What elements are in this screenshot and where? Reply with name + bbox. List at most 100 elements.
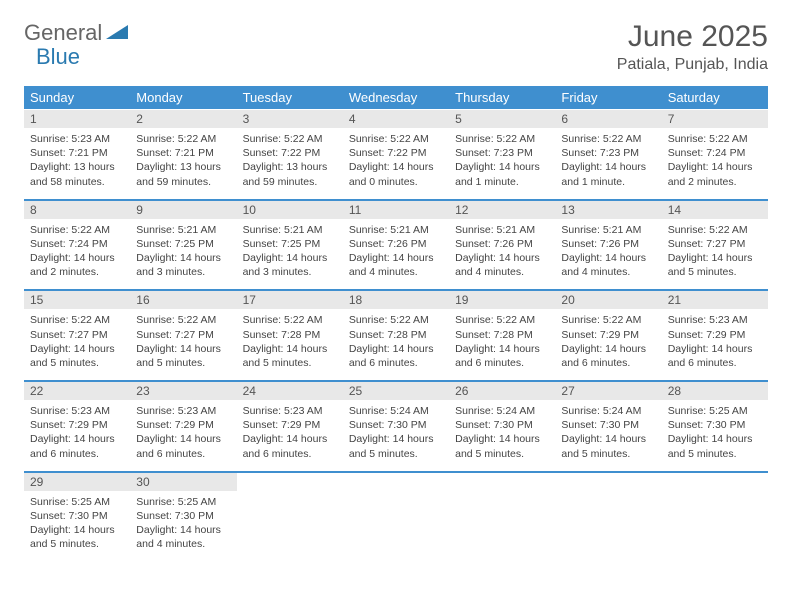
day-number: 5: [449, 110, 555, 129]
sunrise-text: Sunrise: 5:22 AM: [455, 313, 549, 327]
sunset-text: Sunset: 7:26 PM: [561, 237, 655, 251]
content-row: Sunrise: 5:22 AMSunset: 7:27 PMDaylight:…: [24, 309, 768, 380]
sunrise-text: Sunrise: 5:22 AM: [668, 223, 762, 237]
daylight-text: Daylight: 14 hours and 4 minutes.: [136, 523, 230, 551]
day-number: 28: [662, 381, 768, 400]
day-cell: Sunrise: 5:22 AMSunset: 7:24 PMDaylight:…: [24, 219, 130, 290]
logo-text-2: Blue: [36, 44, 80, 69]
day-number: 7: [662, 110, 768, 129]
day-cell: Sunrise: 5:24 AMSunset: 7:30 PMDaylight:…: [555, 400, 661, 471]
sunset-text: Sunset: 7:29 PM: [668, 328, 762, 342]
daynum-row: 1234567: [24, 110, 768, 129]
day-number: 20: [555, 290, 661, 309]
day-number: 17: [237, 290, 343, 309]
sunset-text: Sunset: 7:21 PM: [136, 146, 230, 160]
daylight-text: Daylight: 14 hours and 6 minutes.: [30, 432, 124, 460]
sunset-text: Sunset: 7:22 PM: [349, 146, 443, 160]
day-cell: Sunrise: 5:21 AMSunset: 7:26 PMDaylight:…: [343, 219, 449, 290]
day-number: 8: [24, 200, 130, 219]
day-number: 9: [130, 200, 236, 219]
day-cell: [662, 491, 768, 562]
content-row: Sunrise: 5:23 AMSunset: 7:21 PMDaylight:…: [24, 128, 768, 199]
daylight-text: Daylight: 14 hours and 1 minute.: [455, 160, 549, 188]
day-number: 27: [555, 381, 661, 400]
sunset-text: Sunset: 7:24 PM: [30, 237, 124, 251]
day-number: 18: [343, 290, 449, 309]
day-cell: Sunrise: 5:22 AMSunset: 7:27 PMDaylight:…: [130, 309, 236, 380]
day-number: 25: [343, 381, 449, 400]
daylight-text: Daylight: 14 hours and 4 minutes.: [455, 251, 549, 279]
day-cell: Sunrise: 5:23 AMSunset: 7:21 PMDaylight:…: [24, 128, 130, 199]
sunset-text: Sunset: 7:30 PM: [561, 418, 655, 432]
day-number: 29: [24, 472, 130, 491]
day-number: [555, 472, 661, 491]
sunset-text: Sunset: 7:29 PM: [561, 328, 655, 342]
day-cell: Sunrise: 5:22 AMSunset: 7:21 PMDaylight:…: [130, 128, 236, 199]
day-cell: Sunrise: 5:25 AMSunset: 7:30 PMDaylight:…: [24, 491, 130, 562]
sunset-text: Sunset: 7:23 PM: [561, 146, 655, 160]
sunrise-text: Sunrise: 5:23 AM: [30, 404, 124, 418]
day-number: 2: [130, 110, 236, 129]
day-number: [237, 472, 343, 491]
day-cell: Sunrise: 5:22 AMSunset: 7:28 PMDaylight:…: [237, 309, 343, 380]
daylight-text: Daylight: 14 hours and 5 minutes.: [561, 432, 655, 460]
sunrise-text: Sunrise: 5:25 AM: [668, 404, 762, 418]
day-cell: Sunrise: 5:21 AMSunset: 7:25 PMDaylight:…: [130, 219, 236, 290]
dayhead-thu: Thursday: [449, 86, 555, 110]
daylight-text: Daylight: 14 hours and 5 minutes.: [455, 432, 549, 460]
sunset-text: Sunset: 7:21 PM: [30, 146, 124, 160]
daylight-text: Daylight: 13 hours and 59 minutes.: [243, 160, 337, 188]
sunrise-text: Sunrise: 5:23 AM: [136, 404, 230, 418]
daylight-text: Daylight: 14 hours and 2 minutes.: [30, 251, 124, 279]
day-number: 12: [449, 200, 555, 219]
day-cell: [343, 491, 449, 562]
daylight-text: Daylight: 14 hours and 2 minutes.: [668, 160, 762, 188]
sunset-text: Sunset: 7:28 PM: [243, 328, 337, 342]
sunset-text: Sunset: 7:29 PM: [30, 418, 124, 432]
sunset-text: Sunset: 7:27 PM: [668, 237, 762, 251]
day-cell: Sunrise: 5:21 AMSunset: 7:26 PMDaylight:…: [555, 219, 661, 290]
day-cell: Sunrise: 5:24 AMSunset: 7:30 PMDaylight:…: [449, 400, 555, 471]
day-number: 6: [555, 110, 661, 129]
day-header-row: Sunday Monday Tuesday Wednesday Thursday…: [24, 86, 768, 110]
daylight-text: Daylight: 14 hours and 4 minutes.: [561, 251, 655, 279]
sunrise-text: Sunrise: 5:22 AM: [243, 132, 337, 146]
logo-text-1: General: [24, 20, 102, 46]
sunrise-text: Sunrise: 5:25 AM: [136, 495, 230, 509]
daynum-row: 15161718192021: [24, 290, 768, 309]
daylight-text: Daylight: 14 hours and 5 minutes.: [243, 342, 337, 370]
daynum-row: 22232425262728: [24, 381, 768, 400]
sunset-text: Sunset: 7:22 PM: [243, 146, 337, 160]
sunset-text: Sunset: 7:29 PM: [243, 418, 337, 432]
day-number: 16: [130, 290, 236, 309]
day-number: 15: [24, 290, 130, 309]
sunrise-text: Sunrise: 5:23 AM: [243, 404, 337, 418]
calendar-table: Sunday Monday Tuesday Wednesday Thursday…: [24, 86, 768, 561]
day-cell: [555, 491, 661, 562]
day-cell: Sunrise: 5:22 AMSunset: 7:23 PMDaylight:…: [449, 128, 555, 199]
daylight-text: Daylight: 14 hours and 6 minutes.: [243, 432, 337, 460]
sunrise-text: Sunrise: 5:21 AM: [243, 223, 337, 237]
sunrise-text: Sunrise: 5:22 AM: [561, 313, 655, 327]
day-number: 26: [449, 381, 555, 400]
day-cell: Sunrise: 5:22 AMSunset: 7:29 PMDaylight:…: [555, 309, 661, 380]
logo: General: [24, 20, 130, 46]
day-cell: Sunrise: 5:23 AMSunset: 7:29 PMDaylight:…: [237, 400, 343, 471]
sunset-text: Sunset: 7:25 PM: [136, 237, 230, 251]
day-number: 19: [449, 290, 555, 309]
location: Patiala, Punjab, India: [617, 56, 768, 74]
day-cell: Sunrise: 5:22 AMSunset: 7:28 PMDaylight:…: [449, 309, 555, 380]
daylight-text: Daylight: 14 hours and 6 minutes.: [455, 342, 549, 370]
day-cell: Sunrise: 5:24 AMSunset: 7:30 PMDaylight:…: [343, 400, 449, 471]
sunrise-text: Sunrise: 5:22 AM: [349, 132, 443, 146]
sunset-text: Sunset: 7:26 PM: [349, 237, 443, 251]
daynum-row: 2930: [24, 472, 768, 491]
daylight-text: Daylight: 13 hours and 59 minutes.: [136, 160, 230, 188]
sunrise-text: Sunrise: 5:23 AM: [30, 132, 124, 146]
content-row: Sunrise: 5:25 AMSunset: 7:30 PMDaylight:…: [24, 491, 768, 562]
sunset-text: Sunset: 7:28 PM: [455, 328, 549, 342]
day-number: 1: [24, 110, 130, 129]
day-cell: Sunrise: 5:25 AMSunset: 7:30 PMDaylight:…: [130, 491, 236, 562]
daylight-text: Daylight: 14 hours and 5 minutes.: [349, 432, 443, 460]
daylight-text: Daylight: 14 hours and 5 minutes.: [668, 432, 762, 460]
